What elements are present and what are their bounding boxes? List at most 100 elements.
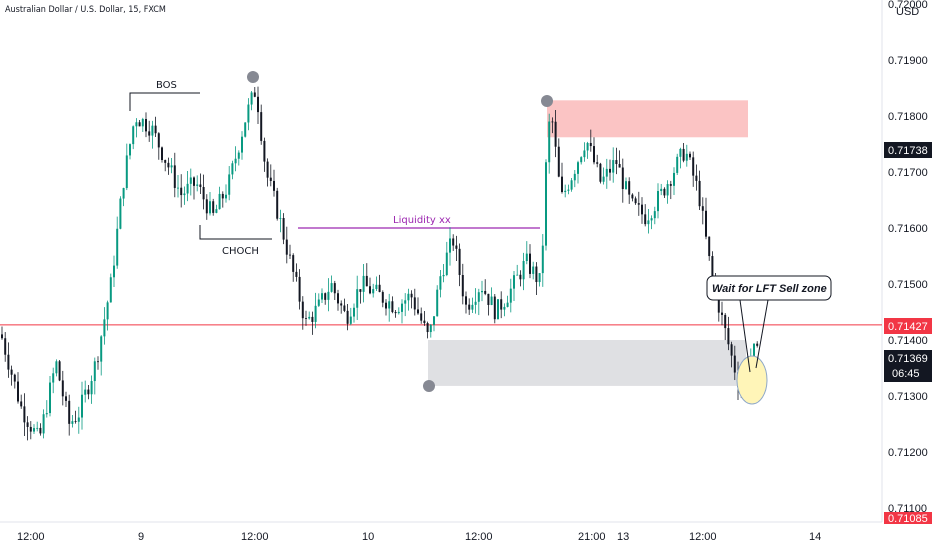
candle-body <box>148 131 151 136</box>
candle-body <box>39 427 42 434</box>
symbol-title: Australian Dollar / U.S. Dollar, 15, FXC… <box>5 5 166 15</box>
time-tick: 13 <box>617 531 629 543</box>
candle-body <box>580 157 583 163</box>
candle-body <box>327 291 330 300</box>
candle-body <box>573 173 576 181</box>
candle-body <box>225 194 227 199</box>
candle-body <box>157 133 160 148</box>
candle-body <box>695 175 698 181</box>
candle-body <box>753 343 755 362</box>
demand-origin-marker[interactable] <box>423 380 435 392</box>
candle-body <box>404 300 407 304</box>
candle-body <box>429 324 432 333</box>
candle-body <box>362 275 365 292</box>
candle-body <box>423 320 426 324</box>
callout-text: Wait for LFT Sell zone <box>712 283 827 295</box>
candle-body <box>74 421 77 422</box>
time-tick: 14 <box>809 531 821 543</box>
candle-body <box>653 211 656 219</box>
candle-body <box>535 266 538 283</box>
candle-body <box>621 167 624 190</box>
candle-body <box>33 428 35 432</box>
candle-body <box>513 275 515 289</box>
target-circle[interactable] <box>736 355 768 405</box>
candle-body <box>548 121 551 163</box>
candle-body <box>666 184 669 196</box>
candle-body <box>311 316 314 322</box>
candle-body <box>145 119 147 132</box>
candle-body <box>465 296 467 305</box>
candle-body <box>279 218 282 219</box>
candle-body <box>689 153 691 158</box>
candle-body <box>84 389 87 395</box>
candle-body <box>17 381 19 402</box>
callout-box[interactable] <box>706 275 832 301</box>
candle-body <box>711 256 714 278</box>
candle-body <box>324 293 327 300</box>
candle-body <box>100 336 103 362</box>
bos-line[interactable] <box>129 92 200 111</box>
callout-pointer-1 <box>739 299 751 373</box>
demand-zone[interactable] <box>428 340 746 386</box>
last-price-text: 0.71369 <box>888 353 928 365</box>
supply-zone[interactable] <box>547 100 748 138</box>
price-tick: 0.71400 <box>888 335 928 347</box>
candle-body <box>154 125 157 134</box>
candle-body <box>343 305 346 311</box>
candle-body <box>90 381 93 395</box>
candle-body <box>474 301 477 305</box>
candle-body <box>170 165 173 168</box>
price-tick: 0.71300 <box>888 391 928 403</box>
time-tick: 21:00 <box>578 531 606 543</box>
candle-body <box>337 293 339 304</box>
candle-body <box>218 193 221 210</box>
candle-body <box>506 302 509 307</box>
candle-body <box>433 316 435 325</box>
candle-body <box>196 184 199 186</box>
candle-body <box>490 296 493 305</box>
candle-body <box>263 140 266 162</box>
candle-body <box>529 253 531 274</box>
candle-body <box>1 334 3 339</box>
candle-body <box>615 160 618 165</box>
candle-body <box>103 319 106 337</box>
candle-body <box>634 198 637 204</box>
candle-body <box>282 218 285 240</box>
candle-body <box>253 92 256 97</box>
candle-body <box>359 289 362 292</box>
candle-body <box>439 276 442 290</box>
choch-line[interactable] <box>199 225 272 240</box>
candle-body <box>567 189 570 191</box>
candle-body <box>42 414 45 434</box>
candle-body <box>186 183 189 194</box>
candle-body <box>426 323 429 333</box>
candle-body <box>557 146 560 177</box>
time-axis[interactable]: 12:00 9 12:00 10 12:00 21:00 13 12:00 14 <box>17 531 821 543</box>
candle-body <box>407 293 410 301</box>
candle-body <box>410 293 413 298</box>
supply-origin-marker[interactable] <box>541 95 553 107</box>
candle-body <box>756 343 759 346</box>
choch-label: CHOCH <box>222 246 259 257</box>
candle-body <box>132 126 135 145</box>
candle-body <box>596 162 599 164</box>
candle-body <box>381 292 384 303</box>
swing-high-marker[interactable] <box>247 71 259 83</box>
candle-body <box>285 239 288 255</box>
candle-body <box>391 301 394 313</box>
price-tick: 0.71600 <box>888 223 928 235</box>
price-tick: 0.71800 <box>888 111 928 123</box>
candle-body <box>45 413 48 415</box>
candle-body <box>4 338 7 355</box>
candle-body <box>500 299 503 310</box>
candle-body <box>612 160 615 173</box>
price-axis[interactable]: 0.72000 0.71900 0.71800 0.71700 0.71600 0.715… <box>888 0 928 515</box>
candle-body <box>609 168 611 173</box>
candle-body <box>353 307 355 317</box>
candle-body <box>183 193 186 196</box>
price-tick: 0.72000 <box>888 0 928 11</box>
candle-body <box>7 354 10 370</box>
candle-body <box>122 188 125 199</box>
candle-body <box>52 373 55 383</box>
